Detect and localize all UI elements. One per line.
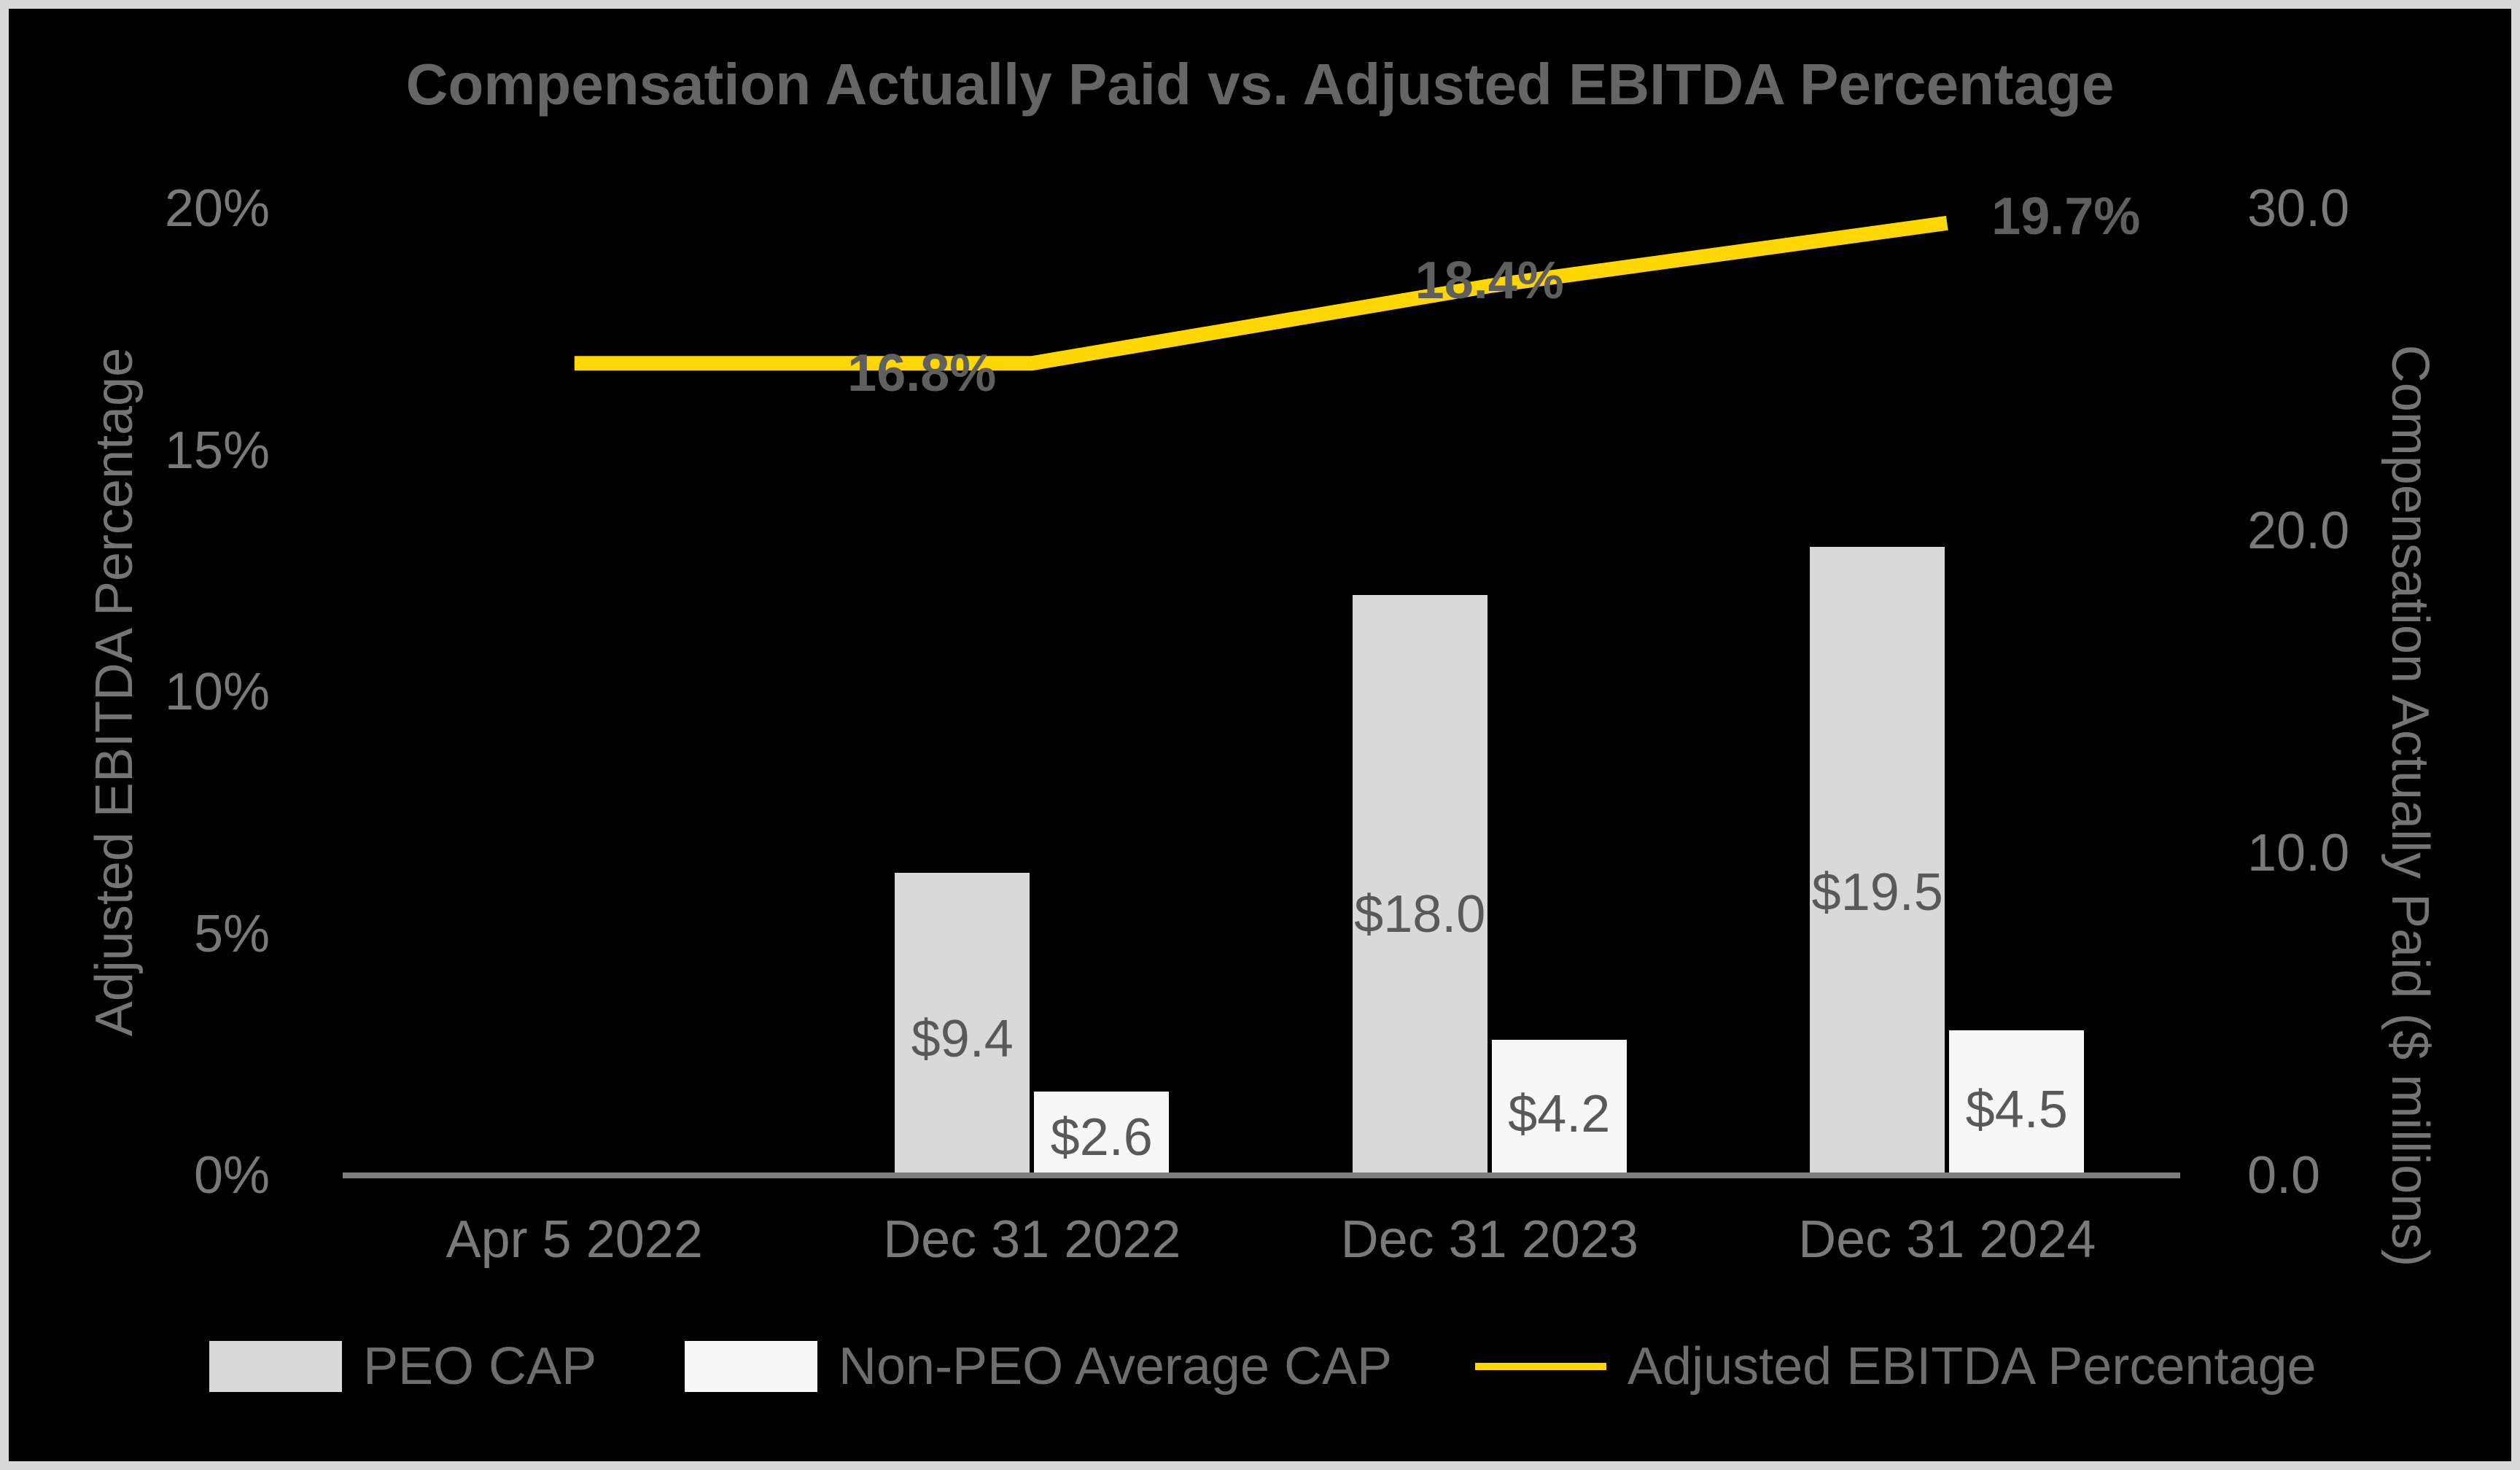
bar-peo-cap xyxy=(1352,595,1488,1175)
left-axis-tick: 0% xyxy=(193,1146,270,1205)
bar-non-peo-average-cap xyxy=(1491,1040,1627,1175)
bar-data-label: $9.4 xyxy=(911,1010,1014,1069)
right-axis-tick: 20.0 xyxy=(2247,502,2350,560)
line-data-label: 18.4% xyxy=(1415,252,1564,311)
bar-data-label: $19.5 xyxy=(1811,863,1943,922)
x-axis-label: Dec 31 2022 xyxy=(883,1210,1181,1269)
x-axis-label: Dec 31 2023 xyxy=(1340,1210,1638,1269)
right-axis-tick: 10.0 xyxy=(2247,824,2350,882)
bar-non-peo-average-cap xyxy=(1034,1092,1170,1175)
x-axis-label: Apr 5 2022 xyxy=(446,1210,703,1269)
chart-title: Compensation Actually Paid vs. Adjusted … xyxy=(405,52,2115,117)
bar-non-peo-average-cap xyxy=(1949,1030,2085,1175)
bar-peo-cap xyxy=(1810,547,1945,1175)
line-data-label: 16.8% xyxy=(847,344,997,403)
left-axis-tick: 15% xyxy=(164,421,270,480)
right-axis-tick: 30.0 xyxy=(2247,179,2350,238)
bar-peo-cap xyxy=(895,872,1030,1175)
adjusted-ebitda-line xyxy=(574,215,1948,371)
line-data-label: 19.7% xyxy=(1991,187,2141,246)
left-axis-tick: 5% xyxy=(193,904,270,963)
x-axis-label: Dec 31 2024 xyxy=(1798,1210,2096,1269)
left-axis-tick: 20% xyxy=(164,179,270,238)
bar-data-label: $4.5 xyxy=(1965,1081,2068,1140)
right-axis-title: Compensation Actually Paid ($ millions) xyxy=(2381,344,2439,1267)
right-axis-tick: 0.0 xyxy=(2247,1146,2321,1205)
left-axis-tick: 10% xyxy=(164,663,270,721)
bar-data-label: $2.6 xyxy=(1050,1108,1153,1167)
bar-data-label: $4.2 xyxy=(1508,1085,1611,1144)
bar-data-label: $18.0 xyxy=(1354,884,1486,944)
x-axis-line xyxy=(343,1172,2180,1178)
